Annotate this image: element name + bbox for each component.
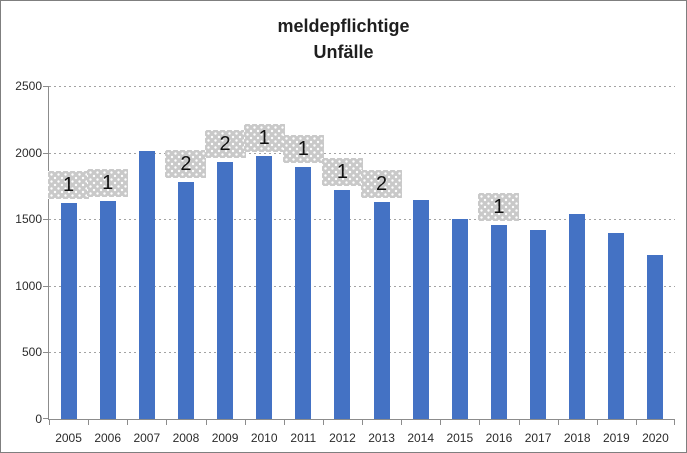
bar [490,225,507,419]
gridline [49,352,675,354]
chart-title: meldepflichtige Unfälle [1,13,686,65]
x-axis-tick [597,420,598,425]
x-axis-tick [519,420,520,425]
x-axis-tick-label: 2020 [642,431,669,445]
bar [569,213,586,419]
bar [647,255,664,419]
y-axis-tick [43,285,48,287]
x-axis-tick-label: 2016 [485,431,513,445]
x-axis-tick-label: 2018 [563,431,591,445]
bar-data-label: 2 [165,149,207,178]
gridline [49,152,675,154]
plot-area: 0 500 1000 1500 2000 2500 1 2005 1 2006 2007 2 2008 2… [15,79,675,445]
x-axis-tick-label: 2007 [133,431,161,445]
x-axis-tick-label: 2014 [407,431,435,445]
y-axis-tick-label: 500 [21,345,42,360]
x-axis-tick-label: 2010 [250,431,278,445]
y-axis-tick [43,352,48,354]
y-axis-tick [43,86,48,87]
bar-data-label: 2 [361,169,403,198]
bar [99,201,116,419]
gridline [49,86,675,87]
y-axis-tick-label: 2500 [15,79,42,93]
x-axis-tick-label: 2006 [94,431,122,445]
bar [177,181,194,419]
x-axis-tick-label: 2005 [55,431,82,445]
gridline [49,285,675,287]
x-axis-tick-label: 2011 [290,431,317,445]
gridline [49,219,675,221]
x-axis-tick-label: 2017 [524,431,552,445]
y-axis-tick [43,418,48,419]
chart-title-line-2: Unfälle [313,42,374,62]
y-axis-tick-label: 1500 [15,212,42,227]
chart-title-line-1: meldepflichtige [277,16,410,36]
x-axis-tick [206,420,207,425]
x-axis-tick-label: 2008 [172,431,200,445]
bar-data-label: 1 [282,134,324,163]
x-axis-tick-label: 2015 [446,431,474,445]
x-axis-tick [479,420,480,425]
y-axis-tick-label: 2000 [15,145,42,160]
bar [451,219,468,419]
x-axis-tick [284,420,285,425]
y-axis-tick [43,152,48,154]
bar-data-label: 1 [243,123,285,152]
bar-data-label: 1 [87,169,129,198]
x-axis-tick [401,420,402,425]
x-axis-tick-label: 2013 [368,431,395,445]
bar-data-label: 2 [204,129,246,158]
x-axis-tick [362,420,363,425]
y-axis-tick-label: 0 [35,412,42,426]
x-axis-tick [440,420,441,425]
bar [256,155,273,419]
x-axis-tick [558,420,559,425]
y-axis-tick [43,219,48,221]
bar [217,161,234,419]
bar-data-label: 1 [48,170,90,199]
bar [334,189,351,419]
bar [295,166,312,419]
x-axis-tick-label: 2009 [211,431,239,445]
bar [530,229,547,419]
x-axis-tick [674,420,675,425]
x-axis-tick [166,420,167,425]
bar [608,233,625,419]
x-axis-tick [88,420,89,425]
x-axis-tick [323,420,324,425]
x-axis-tick [127,420,128,425]
bar [412,199,429,419]
bar-data-label: 1 [321,157,363,186]
bar-data-label: 1 [478,193,520,222]
x-axis-tick-label: 2019 [602,431,630,445]
x-axis-tick [636,420,637,425]
x-axis-tick [49,420,50,425]
bar [373,201,390,419]
bar [138,151,155,419]
bar [60,202,77,419]
y-axis-tick-label: 1000 [15,278,42,293]
x-axis-tick-label: 2012 [329,431,356,445]
x-axis-tick [245,420,246,425]
